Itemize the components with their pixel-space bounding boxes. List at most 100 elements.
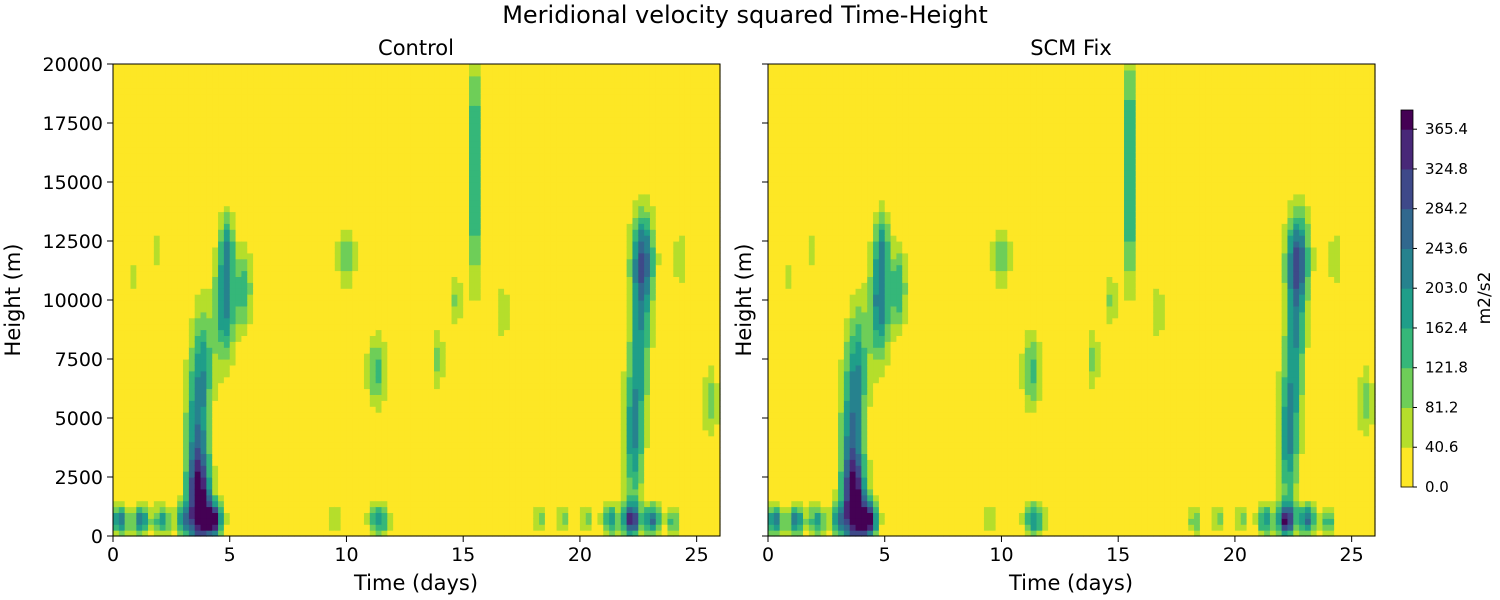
- heatmap-cell: [206, 494, 213, 502]
- heatmap-cell: [264, 134, 272, 142]
- heatmap-cell: [142, 294, 149, 301]
- heatmap-cell: [235, 488, 243, 496]
- heatmap-cell: [334, 353, 342, 360]
- heatmap-cell: [387, 435, 394, 443]
- heatmap-cell: [381, 323, 388, 331]
- heatmap-cell: [136, 81, 143, 89]
- heatmap-cell: [223, 134, 231, 142]
- heatmap-cell: [159, 270, 167, 277]
- heatmap-cell: [463, 252, 470, 260]
- heatmap-cell: [253, 317, 260, 325]
- heatmap-cell: [416, 87, 423, 95]
- heatmap-cell: [223, 530, 231, 537]
- heatmap-cell: [247, 294, 254, 301]
- heatmap-cell: [311, 329, 318, 336]
- heatmap-cell: [469, 264, 476, 272]
- heatmap-cell: [194, 335, 202, 342]
- heatmap-cell: [124, 347, 132, 354]
- heatmap-cell: [118, 117, 126, 124]
- heatmap-cell: [212, 69, 219, 77]
- heatmap-cell: [352, 400, 359, 407]
- heatmap-cell: [434, 465, 441, 472]
- heatmap-cell: [381, 217, 388, 224]
- heatmap-cell: [282, 64, 289, 71]
- heatmap-cell: [264, 418, 272, 425]
- heatmap-cell: [136, 164, 143, 171]
- heatmap-cell: [282, 311, 289, 319]
- heatmap-cell: [293, 317, 301, 325]
- heatmap-cell: [241, 406, 248, 413]
- heatmap-cell: [474, 353, 482, 360]
- heatmap-cell: [223, 193, 231, 201]
- heatmap-cell: [410, 530, 418, 537]
- heatmap-cell: [124, 187, 132, 195]
- heatmap-cell: [358, 453, 365, 460]
- heatmap-cell: [375, 335, 383, 342]
- heatmap-cell: [124, 376, 132, 384]
- heatmap-cell: [188, 370, 196, 378]
- heatmap-cell: [235, 471, 243, 478]
- heatmap-cell: [171, 87, 178, 95]
- heatmap-cell: [171, 81, 178, 89]
- heatmap-cell: [404, 246, 412, 254]
- heatmap-cell: [148, 69, 155, 77]
- heatmap-cell: [282, 459, 289, 466]
- heatmap-cell: [188, 353, 196, 360]
- heatmap-cell: [416, 418, 423, 425]
- heatmap-cell: [258, 447, 266, 454]
- heatmap-cell: [183, 400, 190, 407]
- heatmap-cell: [358, 423, 365, 431]
- heatmap-cell: [130, 465, 137, 472]
- heatmap-cell: [439, 459, 447, 466]
- heatmap-cell: [393, 69, 400, 77]
- heatmap-cell: [124, 158, 132, 165]
- heatmap-cell: [381, 400, 388, 407]
- heatmap-cell: [328, 300, 336, 307]
- heatmap-cell: [241, 193, 248, 201]
- heatmap-cell: [264, 75, 272, 83]
- heatmap-cell: [358, 335, 365, 342]
- heatmap-cell: [375, 347, 383, 354]
- heatmap-cell: [393, 524, 400, 531]
- heatmap-cell: [398, 500, 406, 508]
- heatmap-cell: [311, 64, 318, 71]
- heatmap-cell: [136, 288, 143, 295]
- heatmap-cell: [311, 193, 318, 201]
- heatmap-cell: [463, 246, 470, 254]
- heatmap-cell: [276, 187, 283, 195]
- heatmap-cell: [200, 182, 207, 189]
- heatmap-cell: [229, 300, 237, 307]
- heatmap-cell: [422, 512, 429, 519]
- heatmap-cell: [142, 81, 149, 89]
- heatmap-cell: [416, 146, 423, 154]
- heatmap-cell: [305, 335, 313, 342]
- heatmap-cell: [434, 488, 441, 496]
- heatmap-cell: [469, 252, 476, 260]
- heatmap-cell: [299, 158, 307, 165]
- heatmap-cell: [212, 453, 219, 460]
- heatmap-cell: [404, 370, 412, 378]
- heatmap-cell: [177, 494, 184, 502]
- heatmap-cell: [130, 158, 137, 165]
- heatmap-cell: [118, 241, 126, 248]
- heatmap-cell: [212, 288, 219, 295]
- heatmap-cell: [148, 246, 155, 254]
- heatmap-cell: [463, 459, 470, 466]
- heatmap-cell: [305, 305, 313, 313]
- heatmap-cell: [363, 329, 371, 336]
- heatmap-cell: [194, 99, 202, 106]
- heatmap-cell: [299, 376, 307, 384]
- heatmap-cell: [258, 93, 266, 100]
- heatmap-cell: [253, 512, 260, 519]
- heatmap-cell: [451, 134, 458, 142]
- heatmap-cell: [113, 500, 120, 508]
- heatmap-cell: [474, 364, 482, 372]
- heatmap-cell: [311, 353, 318, 360]
- heatmap-cell: [451, 335, 458, 342]
- heatmap-cell: [148, 406, 155, 413]
- heatmap-cell: [264, 246, 272, 254]
- heatmap-cell: [258, 282, 266, 289]
- heatmap-cell: [445, 359, 453, 366]
- heatmap-cell: [159, 264, 167, 272]
- heatmap-cell: [148, 441, 155, 449]
